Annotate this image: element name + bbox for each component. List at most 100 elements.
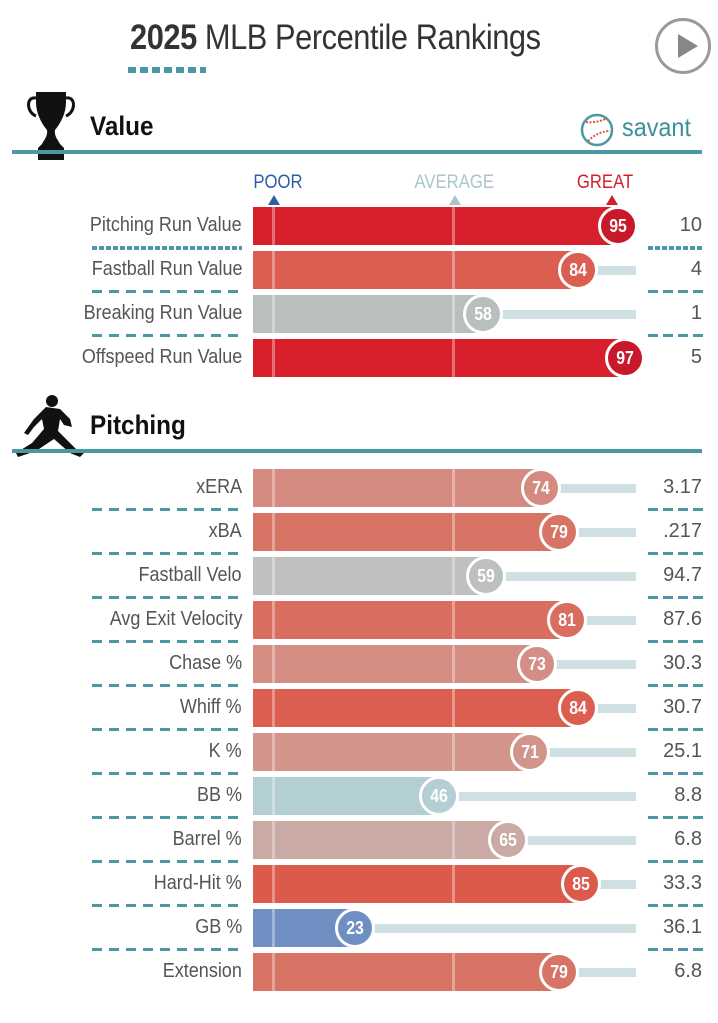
percentile-badge[interactable]: 84 [557,688,598,728]
poor-label: POOR [253,172,303,193]
percentile-value: 81 [557,609,576,630]
title-underline [128,67,206,73]
percentile-value: 58 [473,303,492,324]
gridline [452,953,455,991]
section-title-value: Value [90,111,154,141]
gridline [271,557,275,595]
percentile-badge[interactable]: 79 [539,952,580,992]
percentile-badge[interactable]: 85 [561,864,602,904]
average-label: AVERAGE [414,172,495,193]
gridline [271,689,275,727]
metric-label: GB % [194,916,242,938]
percentile-value: 97 [616,347,634,368]
gridline [452,733,455,771]
percentile-badge[interactable]: 59 [466,556,507,596]
metric-label: Fastball Run Value [91,258,242,280]
metric-label: xBA [208,520,242,542]
gridline [452,513,455,551]
metric-label: Extension [162,960,242,982]
row-separator [648,334,703,337]
metric-value: .217 [663,520,702,542]
percentile-bar[interactable] [253,821,509,859]
percentile-bar[interactable] [253,733,531,771]
row-separator [648,904,703,907]
metric-value: 6.8 [674,828,702,850]
percentile-bar[interactable] [253,689,578,727]
gridline [271,865,275,903]
percentile-badge[interactable]: 81 [546,600,587,640]
percentile-bar[interactable] [253,777,439,815]
metric-value: 33.3 [663,872,702,894]
row-separator [92,246,242,250]
percentile-track [253,923,636,933]
row-separator [648,728,703,731]
row-separator [92,728,242,731]
average-marker-icon [449,195,461,205]
percentile-value: 74 [532,477,550,498]
percentile-bar[interactable] [253,295,483,333]
play-icon[interactable] [655,18,711,74]
percentile-value: 71 [521,741,539,762]
percentile-value: 79 [550,521,569,542]
baseball-icon [580,113,614,147]
percentile-badge[interactable]: 95 [597,206,638,246]
percentile-value: 79 [550,961,569,982]
metric-label: Offspeed Run Value [81,346,242,368]
percentile-badge[interactable]: 84 [557,250,598,290]
title-year: 2025 [130,18,197,57]
percentile-badge[interactable]: 73 [517,644,558,684]
gridline [452,645,455,683]
metric-value: 5 [690,346,702,368]
gridline [452,689,455,727]
metric-value: 94.7 [663,564,702,586]
percentile-bar[interactable] [253,645,538,683]
gridline [452,469,455,507]
metric-label: Barrel % [172,828,242,850]
percentile-bar[interactable] [253,865,582,903]
percentile-bar[interactable] [253,557,487,595]
row-separator [92,684,242,687]
gridline [271,821,275,859]
poor-marker-icon [268,195,280,205]
gridline [452,207,455,245]
metric-value: 25.1 [663,740,702,762]
gridline [452,339,455,377]
metric-label: Avg Exit Velocity [109,608,242,630]
percentile-badge[interactable]: 97 [605,338,646,378]
trophy-icon [27,92,75,160]
percentile-bar[interactable] [253,601,567,639]
percentile-badge[interactable]: 58 [462,294,503,334]
gridline [271,251,275,289]
gridline [271,645,275,683]
percentile-value: 85 [572,873,591,894]
metric-value: 1 [690,302,702,324]
metric-value: 10 [679,214,702,236]
percentile-badge[interactable]: 65 [488,820,529,860]
gridline [271,295,275,333]
row-separator [92,334,242,337]
metric-label: Chase % [168,652,242,674]
row-separator [648,772,703,775]
percentile-badge[interactable]: 74 [521,468,562,508]
percentile-bar[interactable] [253,339,626,377]
row-separator [92,596,242,599]
row-separator [92,772,242,775]
percentile-value: 73 [528,653,547,674]
metric-label: Pitching Run Value [90,214,242,236]
metric-label: xERA [195,476,242,498]
percentile-bar[interactable] [253,251,578,289]
gridline [452,251,455,289]
percentile-bar[interactable] [253,207,618,245]
percentile-badge[interactable]: 23 [334,908,375,948]
percentile-bar[interactable] [253,469,542,507]
gridline [452,865,455,903]
gridline [271,207,275,245]
percentile-bar[interactable] [253,953,560,991]
percentile-badge[interactable]: 46 [418,776,459,816]
percentile-bar[interactable] [253,513,560,551]
percentile-badge[interactable]: 71 [510,732,551,772]
savant-logo-text[interactable]: savant [622,112,691,142]
percentile-badge[interactable]: 79 [539,512,580,552]
percentile-value: 95 [608,215,627,236]
gridline [452,557,455,595]
